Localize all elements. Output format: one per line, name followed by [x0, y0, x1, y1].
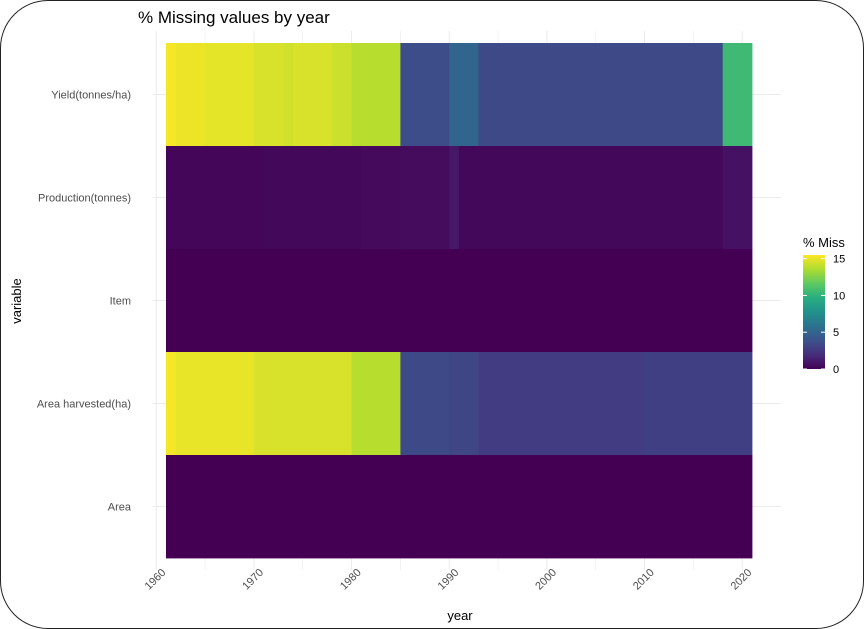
- heatmap-cell: [263, 146, 362, 250]
- heatmap-cell: [449, 43, 479, 147]
- x-tick-label: 1970: [240, 567, 266, 593]
- heatmap-cell: [400, 146, 450, 250]
- heatmap-cell: [166, 43, 177, 147]
- heatmap-cell: [459, 146, 724, 250]
- y-tick-label: Production(tonnes): [38, 193, 131, 205]
- heatmap-cell: [400, 352, 450, 456]
- y-tick-label: Item: [110, 296, 131, 308]
- legend-title: % Miss: [803, 235, 845, 250]
- x-tick-label: 1960: [143, 567, 169, 593]
- color-legend: % Miss 0 5 10 15: [803, 235, 845, 376]
- x-axis-title: year: [447, 608, 473, 623]
- heatmap-cell: [253, 43, 284, 147]
- heatmap-cell: [400, 43, 450, 147]
- heatmap-cell: [292, 43, 333, 147]
- heatmap-cell: [332, 43, 352, 147]
- y-axis-title: variable: [9, 278, 24, 324]
- heatmap-cell: [351, 43, 401, 147]
- x-tick-label: 1990: [436, 567, 462, 593]
- legend-ticks: 0 5 10 15: [803, 254, 845, 376]
- heatmap-cell: [205, 43, 255, 147]
- heatmap-cell: [351, 352, 401, 456]
- y-tick-label: Area: [108, 502, 132, 514]
- heatmap-cell: [361, 146, 401, 250]
- x-tick-label: 2000: [533, 567, 559, 593]
- heatmap-cell: [253, 352, 352, 456]
- heatmap-cell: [166, 146, 265, 250]
- heatmap-cells: [166, 43, 753, 559]
- heatmap-cell: [449, 146, 460, 250]
- legend-tick-label: 15: [833, 254, 845, 266]
- legend-tick-label: 0: [833, 364, 839, 376]
- y-tick-labels: Yield(tonnes/ha) Production(tonnes) Item Ar…: [37, 90, 132, 514]
- chart-title: % Missing values by year: [138, 8, 330, 27]
- heatmap-cell: [166, 249, 753, 353]
- heatmap-cell: [166, 455, 753, 559]
- heatmap-cell: [644, 352, 753, 456]
- heatmap-cell: [175, 43, 206, 147]
- heatmap-cell: [283, 43, 294, 147]
- legend-colorbar: [803, 255, 825, 369]
- heatmap-cell: [449, 352, 479, 456]
- legend-tick-label: 5: [833, 327, 839, 339]
- heatmap-cell: [722, 43, 753, 147]
- x-tick-labels: 1960 1970 1980 1990 2000 2010 2020: [143, 567, 755, 593]
- x-tick-label: 2010: [631, 567, 657, 593]
- y-tick-label: Yield(tonnes/ha): [51, 90, 131, 102]
- heatmap-cell: [478, 43, 724, 147]
- heatmap-cell: [166, 352, 177, 456]
- heatmap-cell: [722, 146, 753, 250]
- y-tick-label: Area harvested(ha): [37, 399, 131, 411]
- x-tick-label: 2020: [729, 567, 755, 593]
- x-tick-label: 1980: [338, 567, 364, 593]
- heatmap-cell: [175, 352, 255, 456]
- legend-tick-label: 10: [833, 290, 845, 302]
- heatmap-cell: [478, 352, 645, 456]
